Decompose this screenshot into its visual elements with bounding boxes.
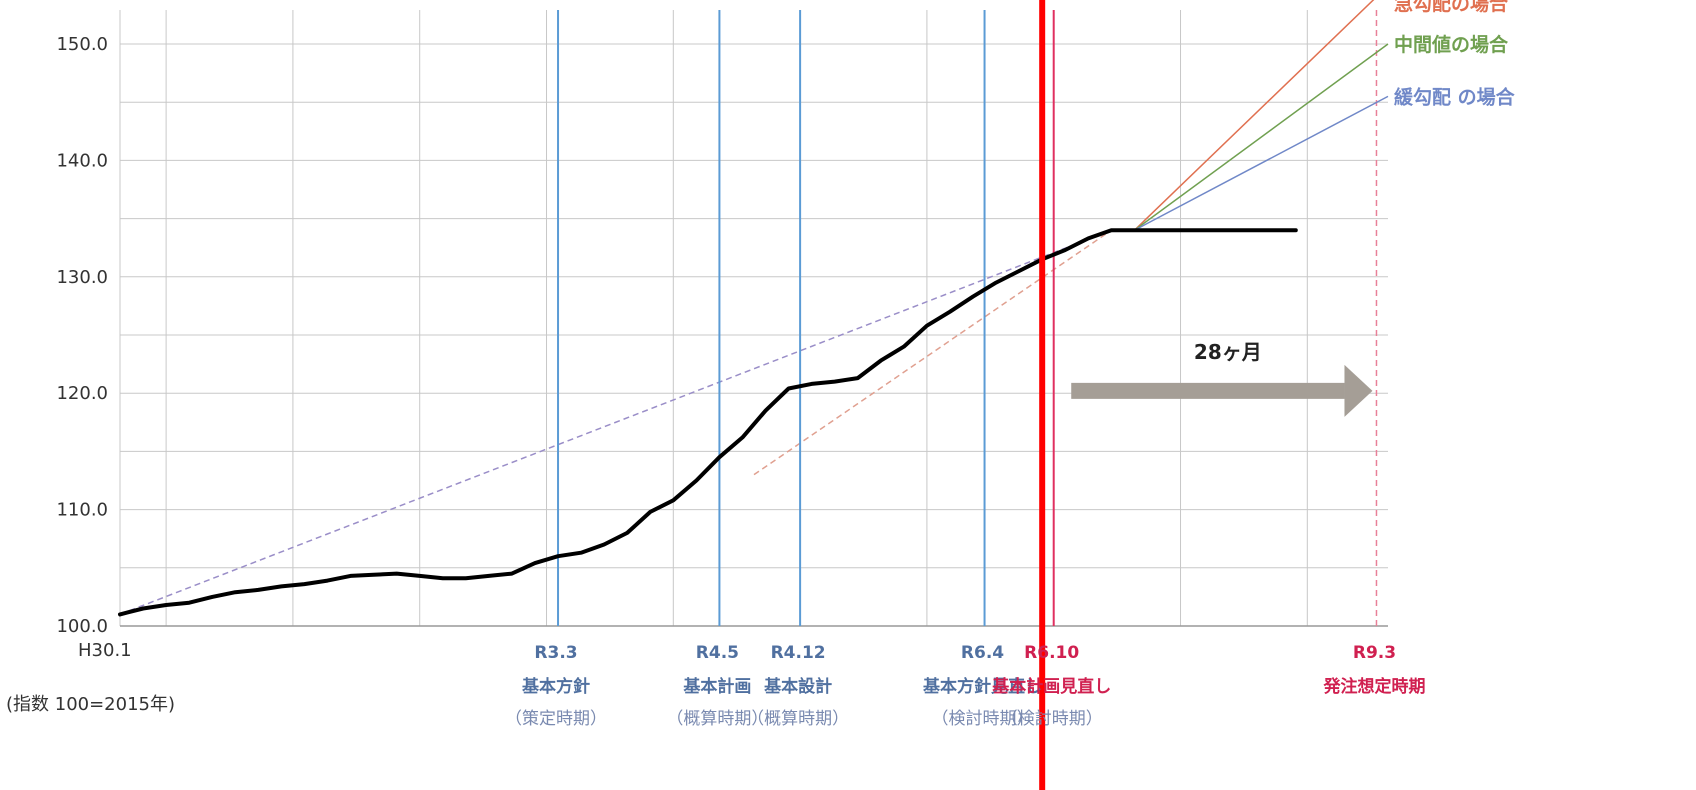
y-tick-label: 100.0 — [56, 616, 108, 637]
milestone-sublabel: 基本設計 — [763, 676, 832, 697]
grid — [119, 10, 1388, 627]
trend-line — [119, 229, 1112, 616]
period-arrow: 28ヶ月 — [1071, 340, 1373, 417]
y-axis-ticks: 100.0 110.0 120.0 130.0 140.0 150.0 — [56, 34, 108, 637]
milestone-label: R6.4 — [961, 643, 1004, 663]
arrow-shaft — [1071, 382, 1345, 399]
milestone-note: （概算時期） — [666, 709, 768, 729]
arrow-head — [1344, 364, 1373, 417]
y-tick-label: 120.0 — [56, 383, 108, 404]
trend-lines — [119, 229, 1112, 616]
data-series — [118, 228, 1298, 617]
legend-label: 中間値の場合 — [1394, 33, 1509, 56]
milestone-note: （検討時期） — [932, 709, 1034, 729]
y-tick-label: 110.0 — [56, 500, 108, 521]
series-line — [118, 228, 1298, 617]
milestone-sublabel: 基本方針 — [521, 676, 590, 697]
legend-label: 緩勾配 の場合 — [1394, 85, 1516, 108]
projection-line — [1134, 95, 1389, 231]
milestone-label: R9.3 — [1353, 643, 1396, 663]
y-tick-label: 130.0 — [56, 267, 108, 288]
x-start-label: H30.1 — [78, 640, 132, 661]
milestone-label: R4.12 — [771, 643, 826, 663]
trend-line — [753, 229, 1112, 476]
y-tick-label: 140.0 — [56, 150, 108, 171]
index-note: (指数 100=2015年) — [6, 694, 175, 715]
y-tick-label: 150.0 — [56, 34, 108, 55]
milestone-label: R6.10 — [1024, 643, 1079, 663]
legend-label: 急勾配の場合 — [1394, 0, 1509, 15]
milestone-lines — [557, 10, 1378, 626]
milestone-sublabel: 基本方針見直し — [922, 676, 1042, 697]
projection-lines — [1133, 0, 1389, 231]
milestone-label: R4.5 — [696, 643, 739, 663]
milestone-label: R3.3 — [534, 643, 577, 663]
milestone-note: （策定時期） — [505, 709, 607, 729]
milestone-sublabel: 発注想定時期 — [1322, 676, 1425, 697]
projection-line — [1133, 0, 1375, 231]
milestone-note: （検討時期） — [1001, 709, 1103, 729]
milestone-sublabel: 基本計画見直し — [991, 676, 1111, 697]
projection-line — [1133, 43, 1389, 231]
milestone-labels: R3.3 基本方針 （策定時期） R4.5 基本計画 （概算時期） R4.12 基本設計 （概算… — [505, 643, 1425, 729]
milestone-sublabel: 基本計画 — [682, 676, 751, 697]
milestone-note: （概算時期） — [747, 709, 849, 729]
arrow-label: 28ヶ月 — [1194, 340, 1262, 364]
